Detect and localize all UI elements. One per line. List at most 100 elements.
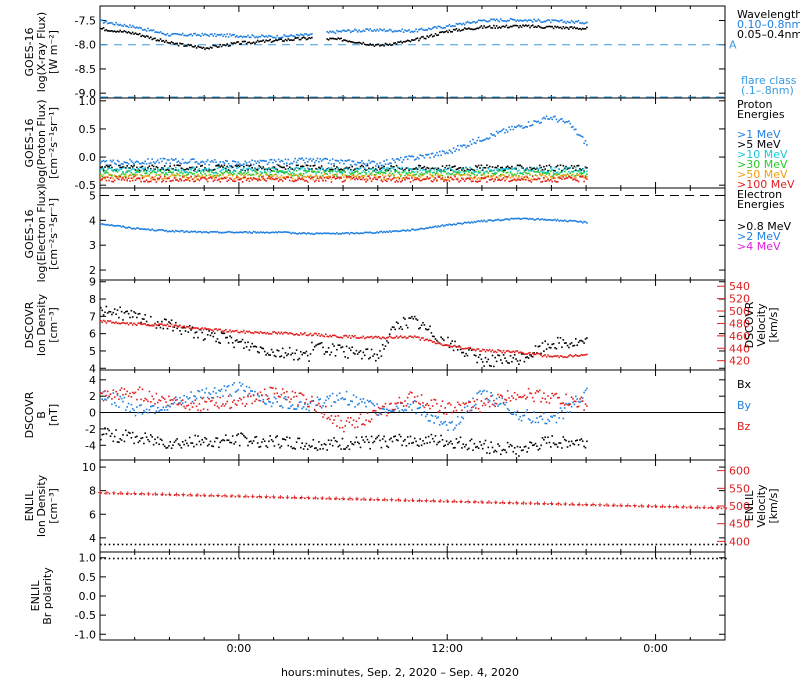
data-point <box>497 27 499 29</box>
data-point <box>182 176 184 178</box>
data-point <box>264 179 266 181</box>
data-point <box>178 326 180 328</box>
data-point <box>499 219 501 221</box>
data-point <box>463 179 465 181</box>
data-point <box>107 312 109 314</box>
data-point <box>408 175 410 177</box>
data-point <box>189 397 191 399</box>
data-point <box>540 445 542 447</box>
data-point <box>365 406 367 408</box>
data-point <box>115 31 117 33</box>
data-point <box>254 171 256 173</box>
panel-frame <box>100 280 725 370</box>
data-point <box>501 130 503 132</box>
data-point <box>204 392 206 394</box>
data-point <box>351 161 353 163</box>
data-point <box>385 31 387 33</box>
data-point <box>557 446 559 448</box>
data-point <box>388 410 390 412</box>
data-point <box>165 406 167 408</box>
data-point <box>574 178 576 180</box>
data-point <box>469 167 471 169</box>
data-point <box>156 161 158 163</box>
data-point <box>219 34 221 36</box>
data-point <box>382 232 384 234</box>
data-point <box>140 324 142 326</box>
data-point <box>528 418 530 420</box>
data-point <box>368 442 370 444</box>
data-point <box>549 165 551 167</box>
data-point <box>461 169 463 171</box>
data-point <box>386 170 388 172</box>
data-point <box>228 439 230 441</box>
data-point <box>107 166 109 168</box>
data-point <box>331 405 333 407</box>
data-point <box>163 328 165 330</box>
data-point <box>185 407 187 409</box>
data-point <box>258 36 260 38</box>
data-point <box>361 401 363 403</box>
data-point <box>106 160 108 162</box>
data-point <box>536 171 538 173</box>
data-point <box>381 338 383 340</box>
data-point <box>131 177 133 179</box>
data-point <box>178 180 180 182</box>
data-point <box>382 44 384 46</box>
data-point <box>192 167 194 169</box>
data-point <box>179 231 181 233</box>
data-point <box>579 170 581 172</box>
data-point <box>431 434 433 436</box>
data-point <box>536 417 538 419</box>
data-point <box>390 329 392 331</box>
data-point <box>575 220 577 222</box>
data-point <box>507 20 509 22</box>
data-point <box>517 446 519 448</box>
data-point <box>572 126 574 128</box>
data-point <box>271 439 273 441</box>
data-point <box>464 355 466 357</box>
data-point <box>103 22 105 24</box>
data-point <box>586 173 588 175</box>
data-point <box>432 153 434 155</box>
data-point <box>218 179 220 181</box>
data-point <box>113 170 115 172</box>
data-point <box>519 126 521 128</box>
data-point <box>207 328 209 330</box>
y-axis-label-line: [cm⁻²s⁻¹sr⁻¹] <box>47 107 60 179</box>
data-point <box>290 446 292 448</box>
data-point <box>214 441 216 443</box>
data-point <box>238 179 240 181</box>
data-point <box>388 337 390 339</box>
data-point <box>474 29 476 31</box>
data-point <box>508 175 510 177</box>
data-point <box>482 174 484 176</box>
data-point <box>547 219 549 221</box>
data-point <box>239 332 241 334</box>
data-point <box>501 167 503 169</box>
data-point <box>129 32 131 34</box>
data-point <box>296 34 298 36</box>
data-point <box>393 174 395 176</box>
data-point <box>167 409 169 411</box>
data-point <box>217 438 219 440</box>
data-point <box>528 357 530 359</box>
data-point <box>136 317 138 319</box>
data-point <box>275 39 277 41</box>
data-point <box>222 174 224 176</box>
data-point <box>288 38 290 40</box>
data-point <box>475 176 477 178</box>
data-point <box>222 395 224 397</box>
data-point <box>204 49 206 51</box>
data-point <box>263 178 265 180</box>
data-point <box>575 440 577 442</box>
data-point <box>311 168 313 170</box>
data-point <box>211 178 213 180</box>
y2-axis-label-line: [km/s] <box>767 307 780 342</box>
data-point <box>199 329 201 331</box>
data-point <box>240 341 242 343</box>
data-point <box>369 400 371 402</box>
data-point <box>106 322 108 324</box>
data-point <box>536 445 538 447</box>
data-point <box>151 436 153 438</box>
data-point <box>346 160 348 162</box>
